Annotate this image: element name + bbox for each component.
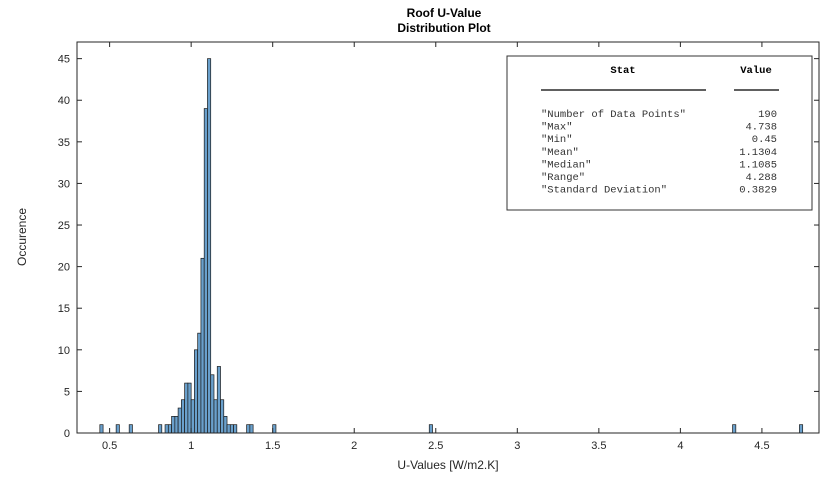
histogram-bar bbox=[174, 416, 179, 434]
histogram-bar bbox=[249, 424, 254, 434]
histogram-bar bbox=[184, 382, 189, 434]
stats-row-value: 190 bbox=[758, 109, 777, 121]
histogram-bar bbox=[200, 257, 205, 434]
stats-rows: "Number of Data Points" 190 "Max" 4.738 "Min… bbox=[541, 109, 777, 197]
histogram-bar bbox=[233, 424, 238, 434]
x-tick-label: 0.5 bbox=[102, 440, 117, 452]
stats-row-label: "Max" bbox=[541, 122, 573, 134]
histogram-bar bbox=[223, 416, 228, 434]
x-axis-label: U-Values [W/m2.K] bbox=[397, 458, 498, 472]
y-tick-label: 0 bbox=[64, 428, 70, 440]
histogram-bar bbox=[115, 424, 120, 434]
histogram-bar bbox=[164, 424, 169, 434]
stats-row-value: 4.288 bbox=[745, 172, 777, 184]
histogram-bar bbox=[194, 349, 199, 434]
y-tick-label: 35 bbox=[58, 137, 70, 149]
stats-row-value: 1.1085 bbox=[739, 159, 777, 171]
chart-title: Roof U-Value bbox=[407, 6, 482, 20]
y-tick-label: 30 bbox=[58, 178, 70, 190]
histogram-bar bbox=[128, 424, 133, 434]
stats-row-value: 0.45 bbox=[752, 134, 777, 146]
y-tick-label: 5 bbox=[64, 386, 70, 398]
histogram-bar bbox=[220, 399, 225, 434]
histogram-bar bbox=[229, 424, 234, 434]
histogram-bar bbox=[177, 407, 182, 434]
histogram-bar bbox=[181, 399, 185, 434]
stats-row-label: "Mean" bbox=[541, 147, 579, 159]
histogram-bar bbox=[99, 424, 104, 434]
histogram-bar bbox=[732, 424, 737, 434]
histogram-bar bbox=[246, 424, 251, 434]
histogram-bar bbox=[203, 108, 208, 434]
stats-row-label: "Range" bbox=[541, 172, 585, 184]
stats-header-stat: Stat bbox=[610, 65, 635, 77]
x-tick-label: 1 bbox=[188, 440, 194, 452]
histogram-bar bbox=[171, 416, 176, 434]
histogram-bar bbox=[799, 424, 804, 434]
y-tick-label: 20 bbox=[58, 262, 70, 274]
stats-row-value: 4.738 bbox=[745, 122, 777, 134]
stats-row-label: "Standard Deviation" bbox=[541, 185, 667, 197]
x-tick-label: 2 bbox=[351, 440, 357, 452]
histogram-bar bbox=[226, 424, 231, 434]
stats-header-value: Value bbox=[740, 65, 772, 77]
plot-axes-box bbox=[76, 41, 820, 434]
histogram-bar bbox=[167, 424, 172, 434]
y-axis-ticks: 0 5 10 15 20 25 30 35 40 45 bbox=[58, 54, 819, 440]
histogram-bar bbox=[207, 58, 212, 434]
y-axis-label: Occurence bbox=[15, 208, 29, 266]
x-tick-label: 3 bbox=[514, 440, 520, 452]
chart-subtitle: Distribution Plot bbox=[397, 21, 490, 35]
histogram-bar bbox=[210, 374, 215, 434]
x-tick-label: 4 bbox=[677, 440, 683, 452]
y-tick-label: 10 bbox=[58, 345, 70, 357]
y-tick-label: 25 bbox=[58, 220, 70, 232]
stats-row-value: 1.1304 bbox=[739, 147, 777, 159]
histogram-bar bbox=[213, 399, 218, 434]
stats-row-label: "Number of Data Points" bbox=[541, 109, 686, 121]
y-tick-label: 45 bbox=[58, 54, 70, 66]
x-axis-ticks: 0.5 1 1.5 2 2.5 3 3.5 4 4.5 bbox=[102, 42, 770, 452]
histogram-bar bbox=[158, 424, 163, 434]
histogram-bar bbox=[187, 382, 192, 434]
stats-row-label: "Median" bbox=[541, 159, 591, 171]
x-tick-label: 4.5 bbox=[754, 440, 769, 452]
x-tick-label: 3.5 bbox=[591, 440, 606, 452]
histogram-bar bbox=[428, 424, 433, 434]
stats-row-label: "Min" bbox=[541, 134, 573, 146]
stats-table: Stat Value "Number of Data Points" 190 "Ma… bbox=[506, 55, 813, 211]
y-tick-label: 40 bbox=[58, 95, 70, 107]
y-tick-label: 15 bbox=[58, 303, 70, 315]
x-tick-label: 2.5 bbox=[428, 440, 443, 452]
stats-table-box bbox=[506, 55, 813, 211]
x-tick-label: 1.5 bbox=[265, 440, 280, 452]
histogram-bar bbox=[197, 332, 202, 434]
histogram-bar bbox=[216, 366, 221, 434]
stats-row-value: 0.3829 bbox=[739, 185, 777, 197]
